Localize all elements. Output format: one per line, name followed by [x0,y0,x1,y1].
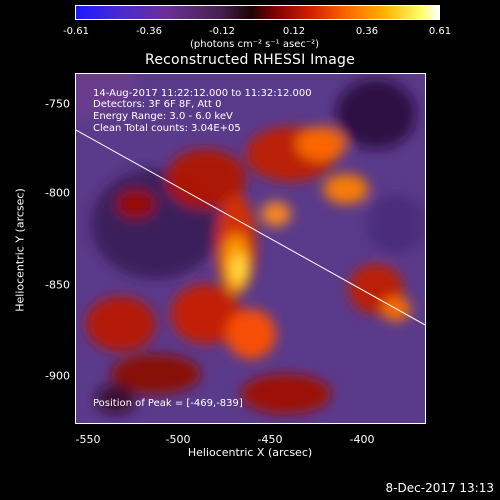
emission-blob [226,309,276,359]
x-tick-label: -550 [75,433,101,446]
peak-position: Position of Peak = [-469,-839] [93,398,243,409]
solar-limb-line [76,129,425,326]
emission-blob [231,254,247,284]
colorbar-tick: 0.36 [355,26,379,37]
emission-blob [116,189,156,219]
emission-blob [296,126,346,162]
colorbar-tick: 0.12 [282,26,306,37]
colorbar-unit: (photons cm⁻² s⁻¹ asec⁻²) [190,39,320,50]
emission-blob [166,149,246,209]
colorbar-tick: -0.61 [63,26,89,37]
rhessi-image [75,73,426,424]
emission-blob [241,374,331,414]
x-tick-label: -400 [349,433,375,446]
y-tick-label: -800 [45,186,70,200]
emission-blob [261,201,291,227]
x-tick-label: -500 [165,433,191,446]
emission-blob [366,194,425,254]
emission-blob [111,354,201,394]
colorbar-tick: 0.61 [428,26,452,37]
emission-blob [76,74,136,119]
info-total-counts: Clean Total counts: 3.04E+05 [93,123,241,134]
info-time-range: 14-Aug-2017 11:22:12.000 to 11:32:12.000 [93,88,312,99]
emission-blob [171,284,241,344]
emission-blob [86,296,156,352]
y-tick-label: -900 [45,369,70,383]
colorbar [75,5,440,20]
date-stamp: 8-Dec-2017 13:13 [385,481,494,495]
emission-blobs [76,74,425,414]
emission-blob [323,174,369,204]
heatmap-canvas [76,74,425,423]
info-energy-range: Energy Range: 3.0 - 6.0 keV [93,111,233,122]
info-detectors: Detectors: 3F 6F 8F, Att 0 [93,99,222,110]
y-tick-label: -750 [45,97,70,111]
emission-blob [336,79,416,149]
y-tick-label: -850 [45,278,70,292]
colorbar-tick: -0.12 [209,26,235,37]
emission-blob [96,384,136,414]
y-axis-label: Heliocentric Y (arcsec) [13,188,27,312]
x-tick-label: -450 [257,433,283,446]
x-axis-label: Heliocentric X (arcsec) [187,446,313,459]
colorbar-tick: -0.36 [136,26,162,37]
plot-title: Reconstructed RHESSI Image [145,52,355,68]
